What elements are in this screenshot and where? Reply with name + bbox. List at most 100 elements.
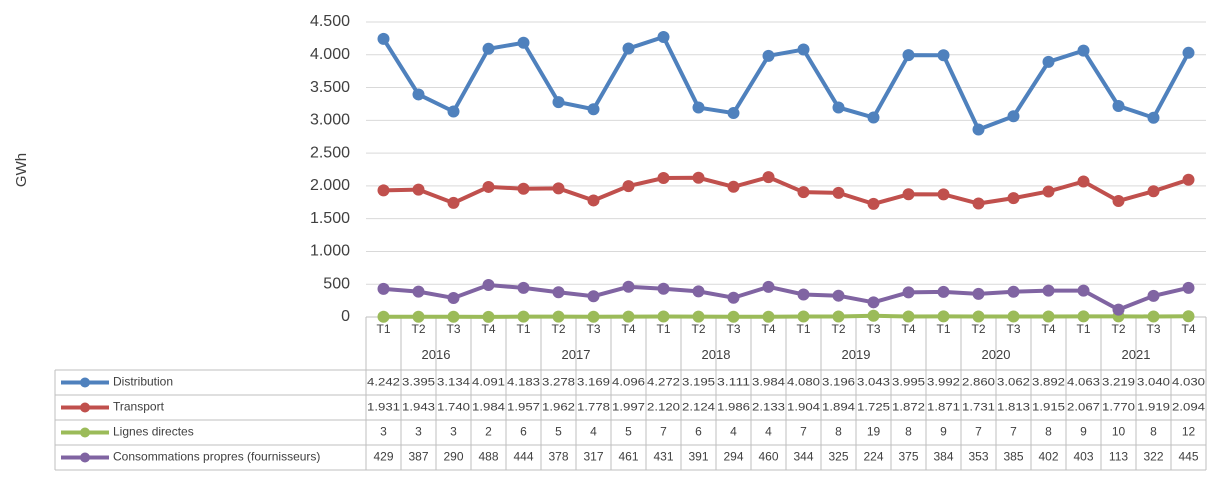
table-value: 7 <box>1010 425 1017 439</box>
table-value: 1.813 <box>997 401 1030 413</box>
data-point <box>762 280 775 293</box>
table-value: 344 <box>793 450 813 464</box>
table-value: 3.395 <box>402 376 435 388</box>
legend-marker <box>80 402 90 413</box>
table-value: 7 <box>800 425 807 439</box>
data-point <box>447 310 460 323</box>
x-tick-label: T2 <box>411 322 425 336</box>
data-point <box>447 291 460 304</box>
y-tick-label: 4.000 <box>310 46 350 63</box>
y-tick-label: 1.500 <box>310 210 350 227</box>
data-point <box>1077 284 1090 297</box>
table-value: 1.872 <box>892 401 925 413</box>
x-tick-label: T4 <box>621 322 635 336</box>
table-value: 5 <box>555 425 562 439</box>
legend-label: Distribution <box>113 375 173 389</box>
data-point <box>797 186 810 199</box>
table-value: 4.063 <box>1067 376 1100 388</box>
data-point <box>692 310 705 323</box>
data-point <box>517 310 530 323</box>
data-point <box>972 197 985 210</box>
table-value: 8 <box>1150 425 1157 439</box>
data-point <box>832 289 845 302</box>
data-point <box>412 310 425 323</box>
data-point <box>727 291 740 304</box>
data-point <box>832 186 845 199</box>
data-point <box>377 310 390 323</box>
data-point <box>622 42 635 55</box>
x-tick-label: T1 <box>936 322 950 336</box>
legend-marker <box>80 452 90 463</box>
data-point <box>412 285 425 298</box>
table-value: 444 <box>513 450 533 464</box>
table-value: 294 <box>723 450 743 464</box>
x-tick-label: T3 <box>586 322 600 336</box>
table-value: 375 <box>898 450 918 464</box>
data-point <box>482 42 495 55</box>
x-tick-label: T2 <box>1111 322 1125 336</box>
series-line <box>383 282 1189 312</box>
data-point <box>727 107 740 120</box>
table-value: 1.957 <box>507 401 540 413</box>
x-tick-label: T1 <box>516 322 530 336</box>
data-point <box>692 101 705 114</box>
table-value: 488 <box>478 450 498 464</box>
table-value: 429 <box>373 450 393 464</box>
data-point <box>1007 310 1020 323</box>
table-value: 9 <box>1080 425 1087 439</box>
table-value: 2.860 <box>962 376 995 388</box>
table-value: 4 <box>590 425 597 439</box>
table-value: 3.062 <box>997 376 1030 388</box>
table-value: 3.169 <box>577 376 610 388</box>
data-point <box>587 290 600 303</box>
table-value: 431 <box>653 450 673 464</box>
data-point <box>1147 185 1160 198</box>
x-tick-label: T2 <box>691 322 705 336</box>
data-point <box>552 286 565 299</box>
data-point <box>447 105 460 118</box>
data-point <box>552 310 565 323</box>
table-value: 3.984 <box>752 376 785 388</box>
data-point <box>1112 303 1125 316</box>
table-value: 3 <box>450 425 457 439</box>
y-tick-label: 2.000 <box>310 177 350 194</box>
data-point <box>867 296 880 309</box>
table-value: 8 <box>905 425 912 439</box>
table-value: 9 <box>940 425 947 439</box>
table-value: 3.892 <box>1032 376 1065 388</box>
series-line <box>383 313 1189 319</box>
table-value: 1.740 <box>437 401 470 413</box>
data-point <box>937 285 950 298</box>
table-value: 460 <box>758 450 778 464</box>
data-point <box>412 88 425 101</box>
data-point <box>1182 173 1195 186</box>
table-value: 378 <box>548 450 568 464</box>
legend-label: Transport <box>113 400 165 414</box>
data-point <box>657 172 670 185</box>
data-point <box>937 310 950 323</box>
y-tick-label: 4.500 <box>310 13 350 30</box>
data-point <box>1182 310 1195 323</box>
table-value: 1.731 <box>962 401 995 413</box>
table-value: 4.183 <box>507 376 540 388</box>
data-point <box>482 180 495 193</box>
data-point <box>482 279 495 292</box>
table-value: 403 <box>1073 450 1093 464</box>
data-point <box>412 183 425 196</box>
legend-label: Consommations propres (fournisseurs) <box>113 450 320 464</box>
table-value: 4.272 <box>647 376 680 388</box>
table-value: 461 <box>618 450 638 464</box>
table-value: 2.124 <box>682 401 715 413</box>
data-point <box>1042 310 1055 323</box>
table-value: 3.043 <box>857 376 890 388</box>
x-tick-label: T4 <box>1181 322 1195 336</box>
data-point <box>762 171 775 184</box>
data-point <box>1182 281 1195 294</box>
table-value: 7 <box>975 425 982 439</box>
data-point <box>1007 192 1020 205</box>
data-point <box>552 96 565 109</box>
year-label: 2021 <box>1122 347 1151 362</box>
data-point <box>1077 310 1090 323</box>
y-tick-label: 3.500 <box>310 79 350 96</box>
